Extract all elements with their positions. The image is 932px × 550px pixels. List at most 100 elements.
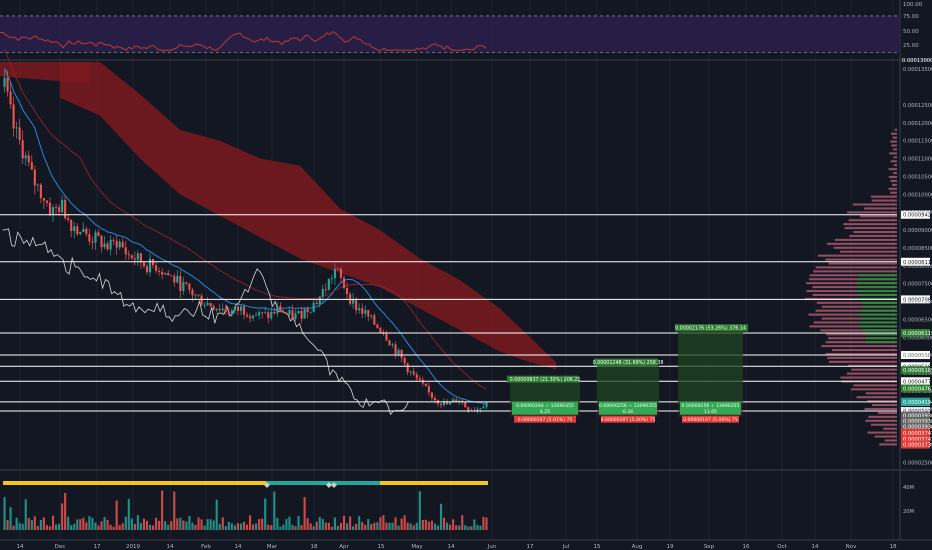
- volume-bar: [148, 524, 152, 530]
- target-label-bg[interactable]: [675, 324, 748, 332]
- position-tools[interactable]: 0.00000837 (21.30%) 206.22 0.00000264 ÷ 1…: [507, 324, 748, 423]
- volume-bar: [397, 525, 400, 530]
- candle-down: [91, 241, 94, 243]
- volume-bar: [345, 523, 349, 530]
- level-price-tag[interactable]: [901, 377, 930, 386]
- volume-bar: [433, 523, 437, 530]
- price-badge[interactable]: [901, 384, 930, 393]
- price-tick-label: 0.00011000: [903, 157, 932, 163]
- volume-profile-bar: [804, 297, 897, 300]
- price-tick-label: 0.00010500: [903, 174, 932, 180]
- time-axis[interactable]: 14 Dec 17 2019 14 Feb 14 Mar 18 Apr 15 May 14 Jun 17 Ju…: [0, 539, 932, 550]
- volume-profile-bar: [826, 242, 897, 245]
- candle-down: [236, 306, 239, 311]
- rsi-band: [0, 15, 900, 53]
- price-badge[interactable]: [901, 366, 930, 375]
- stop-label-bg[interactable]: [514, 415, 576, 423]
- volume-bar: [227, 521, 230, 530]
- volume-bar: [200, 519, 203, 530]
- price-badge[interactable]: [901, 411, 930, 420]
- level-price-tag[interactable]: [901, 295, 930, 304]
- entry-label-bg[interactable]: [512, 401, 578, 415]
- price-badge[interactable]: [901, 434, 930, 443]
- volume-bar: [464, 525, 467, 530]
- volume-profile-bar: [857, 325, 897, 328]
- time-tick-label: 14: [812, 544, 819, 550]
- volume-profile-bar: [860, 215, 897, 218]
- candle-down: [218, 308, 221, 311]
- entry-label-bg[interactable]: [599, 401, 657, 415]
- trend-bar-yellow: [380, 481, 488, 485]
- time-tick-label: Sep: [704, 544, 715, 550]
- volume-bar: [242, 521, 246, 530]
- price-badge[interactable]: [901, 416, 930, 425]
- rsi-tick-label: 25.00: [903, 43, 919, 49]
- level-price-tag[interactable]: [901, 257, 930, 266]
- candle-down: [130, 255, 133, 259]
- candle-down: [100, 235, 103, 248]
- volume-bar: [224, 526, 227, 530]
- volume-bar: [300, 525, 303, 530]
- profit-zone[interactable]: [597, 365, 659, 405]
- price-badge[interactable]: [901, 440, 930, 449]
- candle-up: [215, 308, 218, 310]
- candle-up: [82, 228, 85, 232]
- price-badge[interactable]: [901, 428, 930, 437]
- price-badge[interactable]: [901, 397, 930, 406]
- volume-profile-bar: [863, 305, 897, 308]
- time-tick-label: Feb: [201, 544, 211, 550]
- level-price-tag[interactable]: [901, 351, 930, 360]
- volume-bar: [415, 522, 418, 530]
- horizontal-levels[interactable]: [0, 214, 897, 412]
- time-tick-label: 18: [311, 544, 318, 550]
- volume-bar: [233, 525, 236, 530]
- volume-bar: [339, 523, 343, 530]
- volume-bar: [455, 525, 458, 530]
- candle-down: [394, 344, 397, 355]
- level-price-tag[interactable]: [901, 210, 930, 219]
- volume-bar: [158, 520, 161, 530]
- volume-bar: [136, 515, 139, 530]
- profit-zone[interactable]: [510, 382, 580, 405]
- rsi-line: [0, 30, 487, 51]
- volume-profile-bar: [850, 388, 897, 391]
- target-label-bg[interactable]: [507, 375, 579, 383]
- profit-zone[interactable]: [678, 331, 743, 405]
- entry-label-bg[interactable]: [680, 401, 741, 415]
- price-tick-label: 0.00002500: [903, 460, 932, 466]
- volume-profile-bar: [806, 282, 897, 285]
- stop-label-bg[interactable]: [682, 415, 739, 423]
- candle-down: [54, 207, 58, 208]
- candle-up: [294, 313, 297, 319]
- volume-bar: [109, 524, 112, 530]
- volume-profile-bar: [856, 282, 897, 285]
- candle-up: [352, 299, 355, 304]
- stop-label: 0.00000197 (5.00%) 75: [683, 417, 738, 423]
- volume-bar: [297, 516, 300, 530]
- candle-up: [103, 243, 106, 248]
- stop-label-bg[interactable]: [601, 415, 655, 423]
- volume-bar: [248, 515, 252, 530]
- target-label-bg[interactable]: [594, 358, 658, 366]
- volume-profile-bar: [846, 372, 897, 375]
- price-badge[interactable]: [901, 422, 930, 431]
- candle-down: [415, 374, 418, 379]
- volume-profile-bar: [890, 132, 897, 135]
- candle-up: [148, 258, 152, 273]
- level-price-tag[interactable]: [901, 407, 930, 416]
- volume-bar: [467, 526, 470, 530]
- price-badge[interactable]: [901, 329, 930, 338]
- price-tick-label: 0.00007000: [903, 300, 932, 306]
- volume-bar: [70, 525, 73, 530]
- price-badge-label: 0.00003938: [903, 425, 932, 431]
- volume-bar: [370, 524, 373, 530]
- price-tick-label: 0.00009500: [903, 210, 932, 216]
- volume-profile-bar: [890, 179, 897, 182]
- time-tick-label: Jun: [487, 544, 497, 550]
- candle-down: [188, 283, 191, 290]
- candle-up: [327, 278, 330, 290]
- price-axis[interactable]: 0.00009428 0.00008112 0.00007060 0.00006119…: [901, 58, 932, 466]
- volume-bar: [124, 516, 127, 530]
- volume-bar: [15, 517, 18, 530]
